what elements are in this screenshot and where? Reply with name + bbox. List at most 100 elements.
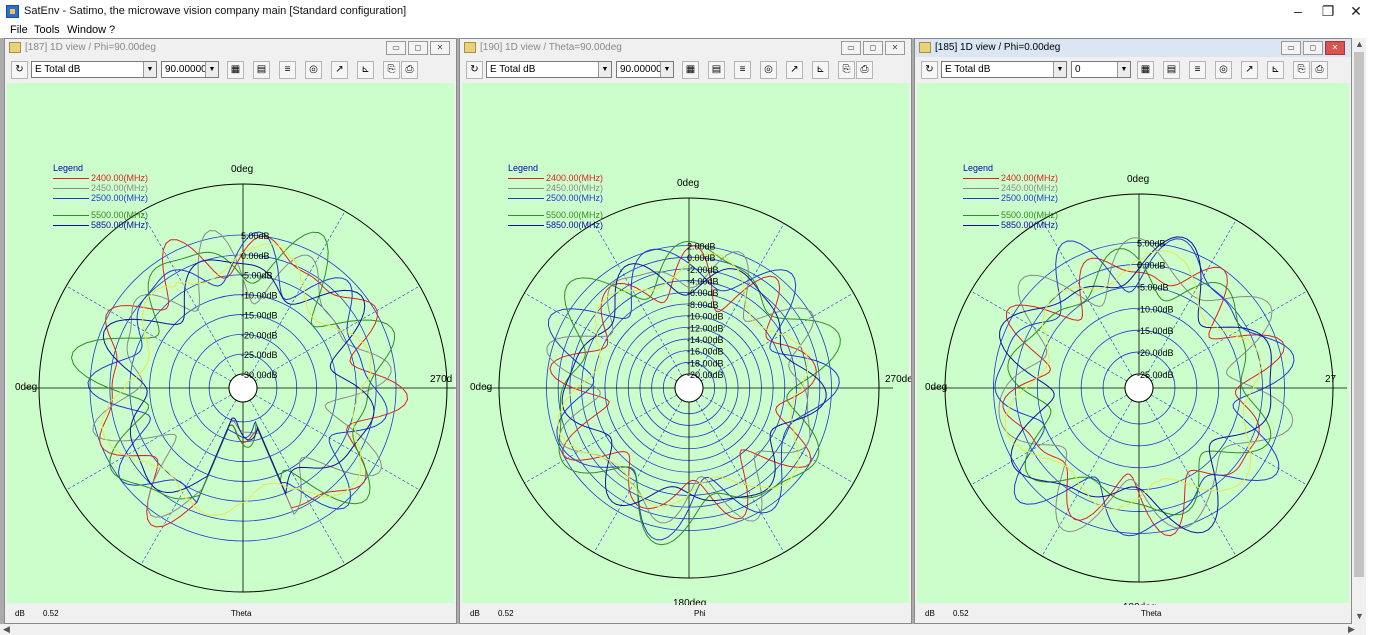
pattern-trace — [101, 243, 372, 516]
marker-icon[interactable]: ◎ — [760, 61, 777, 79]
print-icon[interactable]: ⎙ — [401, 61, 418, 79]
child-minimize-button[interactable]: ▭ — [1281, 41, 1301, 55]
quantity-value: E Total dB — [35, 64, 81, 75]
scroll-left-icon[interactable]: ◀ — [3, 624, 10, 634]
color-scale-icon[interactable]: ▤ — [1163, 61, 1180, 79]
status-value: 0.52 — [953, 609, 969, 618]
child-minimize-button[interactable]: ▭ — [841, 41, 861, 55]
plot-window-1[interactable]: [187] 1D view / Phi=90.00deg ▭ ◻ ✕ ↻ E Total … — [4, 38, 457, 624]
legend-item: 5850.00(MHz) — [53, 220, 148, 230]
restore-button[interactable]: ❐ — [1321, 3, 1335, 19]
display-mode-icon[interactable]: ▦ — [1137, 61, 1154, 79]
plot-window-2[interactable]: [190] 1D view / Theta=90.00deg ▭ ◻ ✕ ↻ E Tota… — [459, 38, 912, 624]
copy-icon[interactable]: ⎘ — [383, 61, 400, 79]
ring-label: -12.00dB — [687, 323, 724, 333]
dropdown-arrow-icon[interactable]: ▼ — [598, 62, 611, 77]
status-axis: Phi — [694, 609, 706, 618]
cursor-tool-icon[interactable]: ↗ — [1241, 61, 1258, 79]
legend-gap — [963, 203, 1058, 210]
child-minimize-button[interactable]: ▭ — [386, 41, 406, 55]
quantity-select[interactable]: E Total dB ▼ — [486, 61, 612, 78]
ring-label: -10.00dB — [1137, 304, 1174, 314]
dropdown-arrow-icon[interactable]: ▼ — [1053, 62, 1066, 77]
child-close-button[interactable]: ✕ — [430, 41, 450, 55]
menu-help[interactable]: ? — [109, 24, 116, 36]
child-close-button[interactable]: ✕ — [885, 41, 905, 55]
child-window-title: [190] 1D view / Theta=90.00deg — [480, 42, 622, 53]
copy-icon[interactable]: ⎘ — [1293, 61, 1310, 79]
child-maximize-button[interactable]: ◻ — [863, 41, 883, 55]
child-title-bar[interactable]: [185] 1D view / Phi=0.00deg ▭ ◻ ✕ — [915, 39, 1351, 57]
grid-options-icon[interactable]: ≡ — [734, 61, 751, 79]
plot-window-3[interactable]: [185] 1D view / Phi=0.00deg ▭ ◻ ✕ ↻ E Total d… — [914, 38, 1352, 624]
dropdown-arrow-icon[interactable]: ▼ — [660, 62, 673, 77]
quantity-select[interactable]: E Total dB ▼ — [941, 61, 1067, 78]
cut-angle-select[interactable]: 90.0000000 ▼ — [161, 61, 219, 78]
angle-label-left: 0deg — [15, 382, 38, 393]
cut-angle-value: 0 — [1075, 64, 1081, 75]
legend-label: 5500.00(MHz) — [1001, 210, 1059, 220]
axis-options-icon[interactable]: ⊾ — [812, 61, 829, 79]
minimize-button[interactable]: – — [1294, 3, 1302, 19]
refresh-icon[interactable]: ↻ — [921, 61, 938, 79]
child-title-bar[interactable]: [187] 1D view / Phi=90.00deg ▭ ◻ ✕ — [5, 39, 456, 57]
dropdown-arrow-icon[interactable]: ▼ — [1117, 62, 1130, 77]
grid-options-icon[interactable]: ≡ — [1189, 61, 1206, 79]
scroll-up-icon[interactable]: ▲ — [1355, 39, 1364, 49]
copy-icon[interactable]: ⎘ — [838, 61, 855, 79]
legend-swatch — [963, 188, 999, 189]
cursor-tool-icon[interactable]: ↗ — [331, 61, 348, 79]
display-mode-icon[interactable]: ▦ — [682, 61, 699, 79]
marker-icon[interactable]: ◎ — [1215, 61, 1232, 79]
axis-options-icon[interactable]: ⊾ — [1267, 61, 1284, 79]
scroll-right-icon[interactable]: ▶ — [1348, 624, 1355, 634]
grid-options-icon[interactable]: ≡ — [279, 61, 296, 79]
axis-options-icon[interactable]: ⊾ — [357, 61, 374, 79]
dropdown-arrow-icon[interactable]: ▼ — [205, 62, 218, 77]
legend-swatch — [53, 215, 89, 216]
color-scale-icon[interactable]: ▤ — [253, 61, 270, 79]
status-unit: dB — [470, 609, 480, 618]
legend-item: 2450.00(MHz) — [508, 183, 603, 193]
status-unit: dB — [15, 609, 25, 618]
menu-file[interactable]: File — [10, 24, 28, 36]
dropdown-arrow-icon[interactable]: ▼ — [143, 62, 156, 77]
legend-item: 2500.00(MHz) — [53, 193, 148, 203]
cut-angle-select[interactable]: 90.0000000 ▼ — [616, 61, 674, 78]
pattern-trace — [547, 248, 840, 541]
pattern-trace — [558, 240, 841, 546]
close-button[interactable]: ✕ — [1350, 3, 1362, 19]
quantity-value: E Total dB — [945, 64, 991, 75]
legend-gap — [508, 203, 603, 210]
refresh-icon[interactable]: ↻ — [11, 61, 28, 79]
legend-label: 2500.00(MHz) — [546, 193, 604, 203]
plot-toolbar: ↻ E Total dB ▼ 90.0000000 ▼ ▦ ▤ ≡ ◎ ↗ ⊾ ⎘ ⎙ — [462, 59, 909, 81]
marker-icon[interactable]: ◎ — [305, 61, 322, 79]
polar-spoke — [249, 211, 346, 377]
horizontal-scrollbar[interactable]: ◀ ▶ — [0, 624, 1366, 635]
legend-item: 2500.00(MHz) — [508, 193, 603, 203]
vertical-scrollbar[interactable]: ▲ ▼ — [1352, 38, 1366, 624]
color-scale-icon[interactable]: ▤ — [708, 61, 725, 79]
scroll-down-icon[interactable]: ▼ — [1355, 611, 1364, 621]
menu-window[interactable]: Window — [67, 24, 107, 36]
cut-angle-select[interactable]: 0 ▼ — [1071, 61, 1131, 78]
print-icon[interactable]: ⎙ — [1311, 61, 1328, 79]
cursor-tool-icon[interactable]: ↗ — [786, 61, 803, 79]
refresh-icon[interactable]: ↻ — [466, 61, 483, 79]
scroll-thumb[interactable] — [1354, 52, 1364, 577]
quantity-select[interactable]: E Total dB ▼ — [31, 61, 157, 78]
menu-tools[interactable]: Tools — [34, 24, 60, 36]
polar-spoke — [254, 394, 420, 491]
child-close-button[interactable]: ✕ — [1325, 41, 1345, 55]
legend-item: 2400.00(MHz) — [963, 173, 1058, 183]
polar-spoke — [593, 399, 683, 553]
child-maximize-button[interactable]: ◻ — [1303, 41, 1323, 55]
ring-label: -4.00dB — [687, 277, 719, 287]
child-title-bar[interactable]: [190] 1D view / Theta=90.00deg ▭ ◻ ✕ — [460, 39, 911, 57]
display-mode-icon[interactable]: ▦ — [227, 61, 244, 79]
print-icon[interactable]: ⎙ — [856, 61, 873, 79]
child-maximize-button[interactable]: ◻ — [408, 41, 428, 55]
legend-item: 2500.00(MHz) — [963, 193, 1058, 203]
